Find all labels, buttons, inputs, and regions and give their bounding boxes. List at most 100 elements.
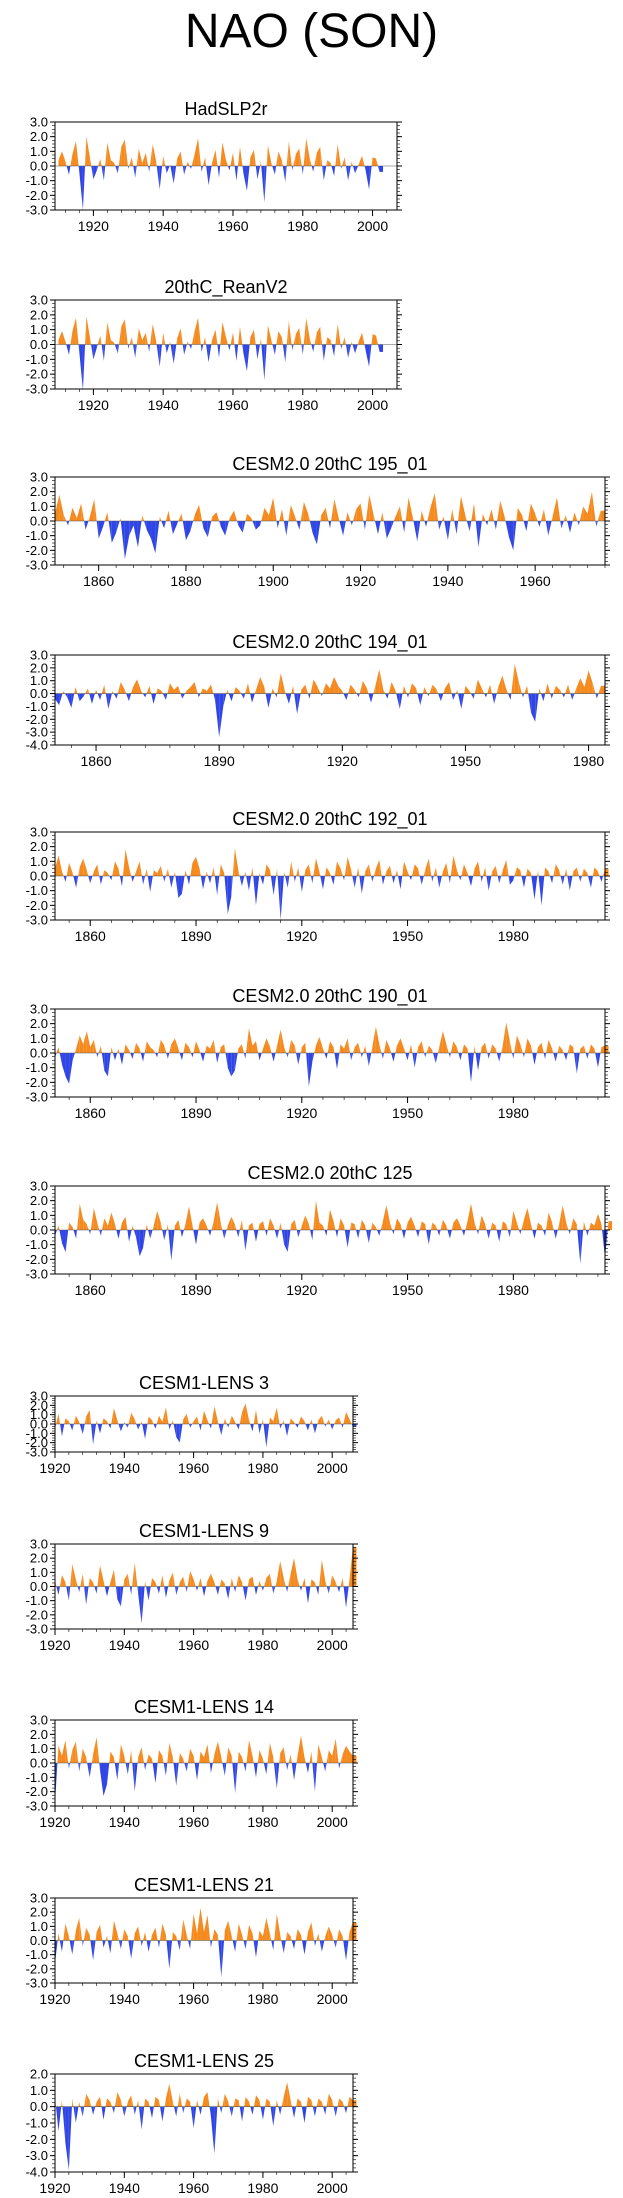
data-area: [217, 1741, 222, 1763]
data-area: [122, 1929, 125, 1941]
data-area: [243, 1053, 246, 1059]
data-area: [311, 344, 314, 352]
y-tick-label: -3.0: [26, 203, 48, 218]
data-area: [322, 683, 326, 694]
data-area: [174, 1038, 179, 1053]
data-area: [448, 1053, 450, 1058]
data-area: [267, 1742, 270, 1763]
data-area: [120, 1744, 125, 1763]
data-area: [564, 868, 567, 876]
data-area: [168, 1424, 170, 1430]
data-area: [132, 1562, 135, 1587]
data-area: [217, 344, 220, 358]
x-tick-label: 1960: [178, 1814, 209, 1830]
data-area: [303, 317, 307, 345]
data-area: [157, 1940, 159, 1948]
data-area: [314, 1582, 317, 1587]
data-area: [186, 1763, 188, 1772]
data-area: [259, 1750, 263, 1763]
data-area: [400, 876, 403, 890]
x-tick-label: 1950: [392, 1105, 423, 1121]
data-area: [316, 146, 321, 166]
data-area: [337, 1053, 340, 1070]
data-area: [229, 510, 234, 521]
data-area: [252, 1755, 254, 1763]
data-area: [455, 689, 458, 694]
data-area: [307, 1586, 311, 1604]
data-area: [238, 870, 240, 876]
data-area: [91, 166, 94, 180]
data-area: [335, 2106, 338, 2117]
y-tick-label: -1.0: [26, 883, 48, 898]
data-area: [152, 1225, 154, 1230]
data-area: [328, 1926, 333, 1941]
data-area: [203, 876, 206, 890]
data-area: [58, 855, 63, 876]
data-area: [325, 2106, 327, 2115]
data-area: [296, 1755, 298, 1763]
data-area: [141, 876, 144, 885]
data-area: [189, 1424, 191, 1428]
y-tick-label: 2.0: [30, 1016, 48, 1031]
data-area: [228, 1424, 230, 1428]
data-area: [366, 494, 370, 521]
data-area: [396, 693, 400, 709]
data-area: [250, 693, 253, 703]
data-area: [330, 340, 332, 345]
data-area: [141, 515, 143, 521]
data-area: [362, 155, 365, 166]
data-area: [432, 1222, 436, 1230]
data-area: [485, 1042, 488, 1053]
data-area: [229, 344, 231, 351]
x-tick-label: 1960: [178, 1460, 209, 1476]
data-area: [72, 1424, 74, 1431]
data-area: [215, 329, 218, 345]
data-area: [192, 1225, 194, 1230]
data-area: [202, 521, 204, 529]
chart-title: 20thC_ReanV2: [164, 277, 287, 298]
data-area: [219, 864, 221, 876]
data-area: [344, 1230, 348, 1248]
data-area: [366, 1230, 369, 1244]
data-area: [291, 685, 294, 694]
data-area: [132, 679, 138, 694]
data-area: [177, 328, 181, 345]
data-area: [485, 521, 488, 526]
data-area: [108, 693, 112, 709]
data-area: [217, 1586, 220, 1595]
data-area: [374, 521, 379, 535]
data-area: [102, 1418, 104, 1424]
data-area: [135, 344, 137, 358]
data-area: [104, 870, 108, 876]
data-area: [59, 1575, 62, 1587]
data-area: [597, 1213, 602, 1230]
y-tick-label: 1.0: [30, 144, 48, 159]
data-area: [176, 1763, 179, 1786]
data-area: [119, 518, 121, 521]
data-area: [72, 1563, 76, 1587]
data-area: [443, 688, 445, 694]
data-area: [67, 693, 72, 708]
data-area: [573, 1047, 575, 1053]
y-tick-label: 3.0: [30, 470, 48, 485]
data-area: [266, 1763, 268, 1775]
data-area: [206, 1045, 211, 1053]
data-area: [84, 1416, 87, 1424]
data-area: [339, 2098, 343, 2107]
data-area: [160, 865, 164, 876]
data-area: [351, 1222, 355, 1230]
data-area: [271, 340, 273, 345]
data-area: [238, 1575, 243, 1587]
data-area: [209, 1763, 211, 1774]
x-tick-label: 1950: [392, 1282, 423, 1298]
data-area: [169, 1742, 173, 1763]
data-area: [210, 1940, 211, 1948]
data-area: [125, 1763, 128, 1775]
data-area: [350, 341, 352, 345]
data-area: [228, 1586, 231, 1600]
data-area: [335, 144, 338, 166]
data-area: [539, 521, 541, 527]
data-area: [497, 500, 501, 521]
data-area: [136, 328, 139, 345]
data-area: [174, 1219, 179, 1230]
